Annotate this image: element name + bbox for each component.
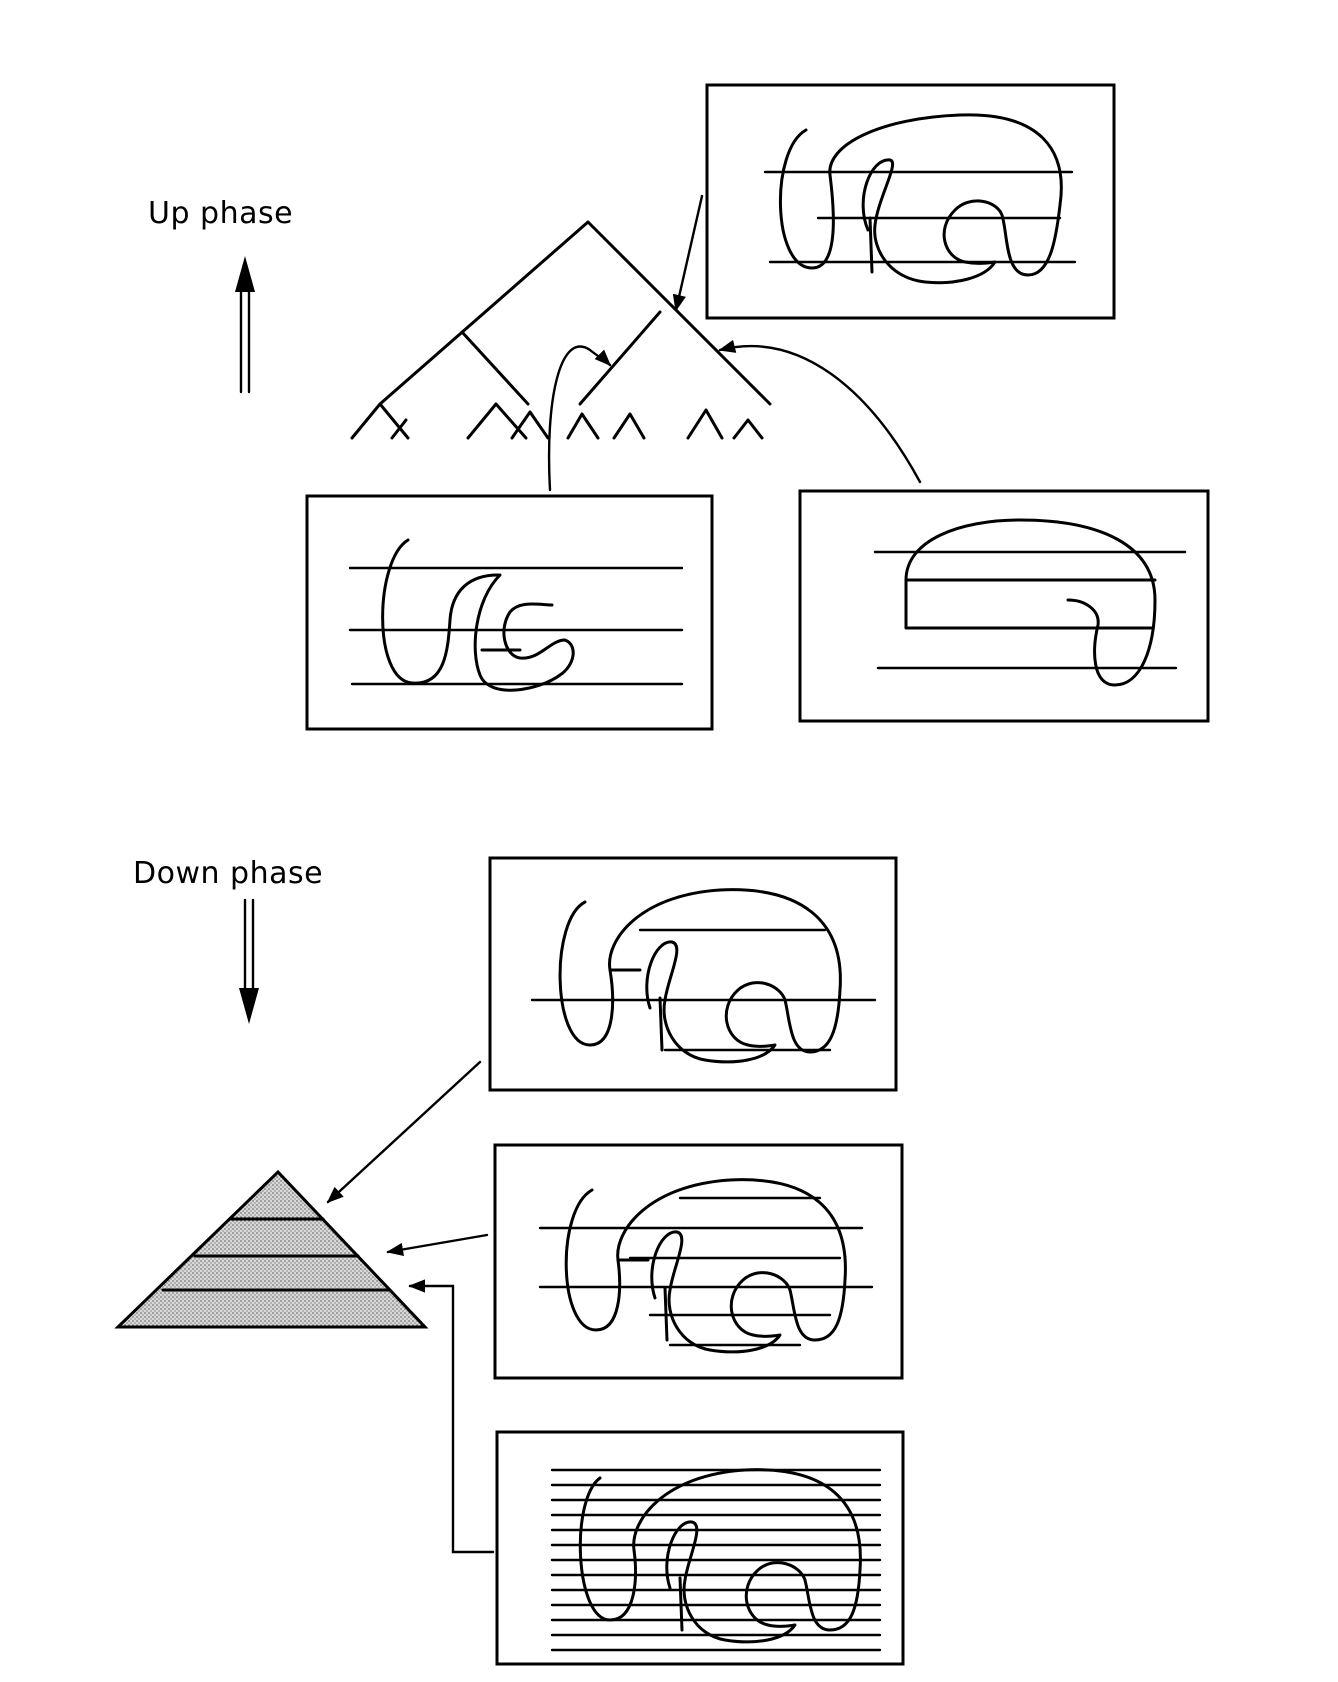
down-region-box-2 [493, 1143, 904, 1380]
merged-region-box [705, 83, 1116, 320]
arrow-left-to-node [547, 345, 612, 492]
up-phase-label: Up phase [148, 196, 294, 231]
arrow-top-to-root [672, 194, 704, 312]
right-region-box [798, 489, 1210, 723]
arrow-box3-to-pyramid [408, 1279, 495, 1554]
left-region-box [305, 494, 714, 731]
down-phase-label: Down phase [133, 856, 324, 891]
arrow-box2-to-pyramid [386, 1233, 489, 1257]
up-arrow-icon [235, 256, 255, 394]
down-arrow-icon [239, 898, 259, 1024]
arrow-right-to-node [718, 339, 922, 484]
arrow-box1-to-pyramid [326, 1060, 482, 1204]
merge-tree [350, 220, 772, 440]
down-region-box-3 [495, 1430, 905, 1666]
down-region-box-1 [488, 856, 898, 1092]
pyramid-structure [114, 1169, 429, 1329]
